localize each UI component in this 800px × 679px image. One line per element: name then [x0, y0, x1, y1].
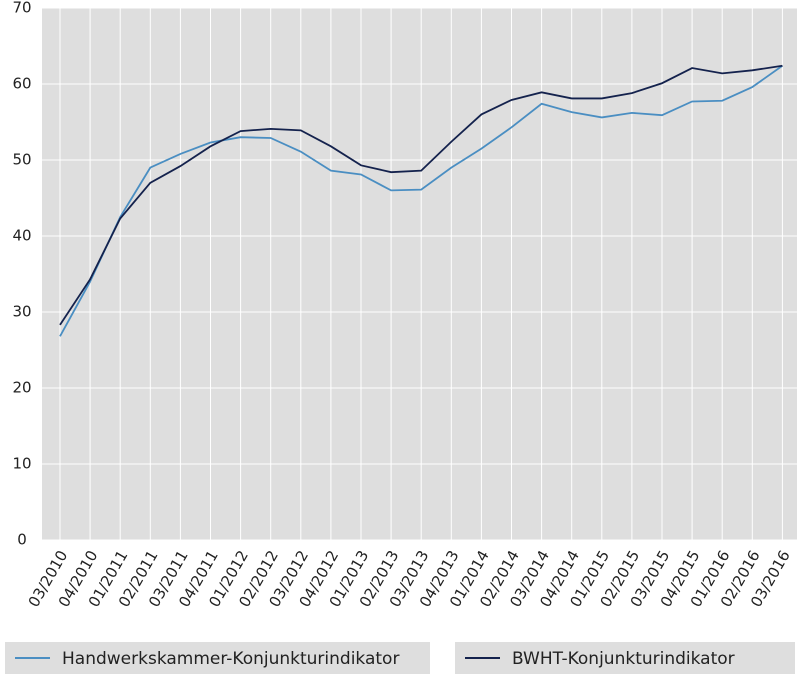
legend-label: Handwerkskammer-Konjunkturindikator [62, 649, 399, 669]
legend-box [455, 642, 795, 674]
y-tick-label: 10 [12, 455, 31, 473]
series-line [59, 65, 783, 337]
series-line [59, 64, 783, 326]
y-tick-label: 40 [12, 227, 31, 245]
legend-box [5, 642, 430, 674]
legend-label: BWHT-Konjunkturindikator [512, 649, 735, 669]
y-tick-label: 30 [12, 303, 31, 321]
y-tick-label: 50 [12, 151, 31, 169]
y-tick-label: 60 [12, 75, 31, 93]
y-tick-label: 0 [17, 531, 27, 549]
y-tick-label: 70 [12, 0, 31, 17]
y-tick-label: 20 [12, 379, 31, 397]
plot-area [42, 8, 797, 540]
